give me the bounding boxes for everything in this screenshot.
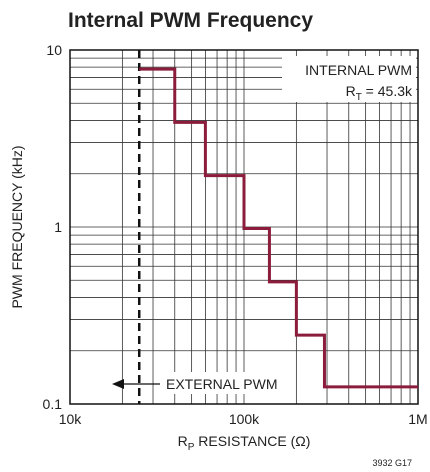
y-tick-label: 1	[54, 219, 62, 235]
boundary-label: EXTERNAL PWM	[166, 376, 278, 392]
series-label: INTERNAL PWM	[305, 62, 412, 78]
y-axis-label: PWM FREQUENCY (kHz)	[9, 145, 25, 308]
annotation: RT = 45.3k	[346, 83, 413, 103]
figure-code: 3932 G17	[372, 458, 412, 468]
x-tick-label: 100k	[229, 411, 260, 427]
x-tick-label: 10k	[59, 411, 83, 427]
x-label-part: RESISTANCE (Ω)	[194, 433, 310, 449]
annotation-part: T	[356, 92, 362, 103]
label-background	[282, 56, 416, 102]
annotation-part: = 45.3k	[362, 83, 413, 99]
label-background	[158, 372, 290, 394]
y-tick-label: 0.1	[43, 396, 63, 412]
arrow-head	[112, 379, 124, 389]
annotation-part: R	[346, 83, 356, 99]
x-label-part: R	[178, 433, 188, 449]
x-tick-label: 1M	[408, 411, 427, 427]
line-series	[139, 67, 418, 389]
x-axis-label: RP RESISTANCE (Ω)	[178, 433, 311, 453]
chart-title: Internal PWM Frequency	[68, 9, 313, 32]
x-label-sub: P	[188, 442, 195, 453]
plot-frame	[69, 49, 419, 405]
y-tick-label: 10	[46, 42, 62, 58]
